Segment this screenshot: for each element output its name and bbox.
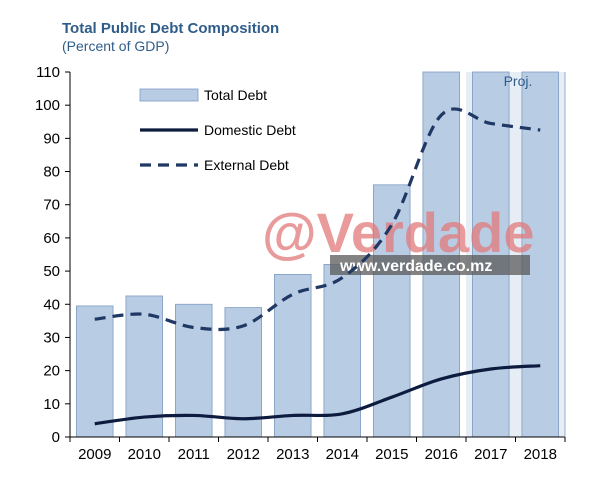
x-tick-label: 2013	[276, 446, 309, 463]
y-tick-label: 20	[43, 363, 60, 380]
bar-total-debt	[76, 305, 114, 438]
bar-total-debt	[323, 264, 361, 438]
x-tick-label: 2011	[178, 446, 210, 463]
x-tick-label: 2016	[425, 446, 458, 463]
y-tick-label: 80	[43, 164, 60, 181]
x-tick-label: 2009	[78, 446, 111, 463]
x-tick-label: 2015	[375, 446, 408, 463]
x-tick-label: 2010	[128, 446, 161, 463]
chart-subtitle: (Percent of GDP)	[62, 38, 170, 54]
y-tick-label: 90	[43, 130, 60, 147]
y-tick-label: 50	[43, 263, 60, 280]
x-tick-label: 2017	[474, 446, 507, 463]
y-tick-label: 110	[36, 64, 60, 81]
y-tick-label: 70	[43, 197, 60, 214]
y-tick-label: 10	[43, 396, 60, 413]
y-tick-label: 0	[52, 429, 60, 446]
projection-label: Proj.	[504, 73, 533, 89]
line-domestic-debt	[94, 364, 541, 426]
y-tick-label: 40	[43, 296, 60, 313]
line-external-debt	[94, 107, 541, 332]
y-tick-label: 60	[43, 230, 60, 247]
x-tick-label: 2014	[326, 446, 359, 463]
legend-label: Total Debt	[204, 87, 267, 103]
y-tick-label: 30	[43, 329, 60, 346]
legend-swatch-total-debt	[139, 88, 199, 102]
x-tick-label: 2018	[524, 446, 557, 463]
bar-total-debt	[125, 295, 163, 438]
bar-total-debt	[274, 274, 312, 438]
legend-label: Domestic Debt	[204, 122, 296, 138]
y-tick-label: 100	[35, 97, 60, 114]
legend-label: External Debt	[204, 157, 289, 173]
watermark-url: www.verdade.co.mz	[339, 258, 492, 275]
bar-total-debt	[224, 307, 262, 438]
watermark-url-band	[330, 255, 530, 275]
x-tick-label: 2012	[227, 446, 260, 463]
chart-title: Total Public Debt Composition	[62, 20, 280, 37]
